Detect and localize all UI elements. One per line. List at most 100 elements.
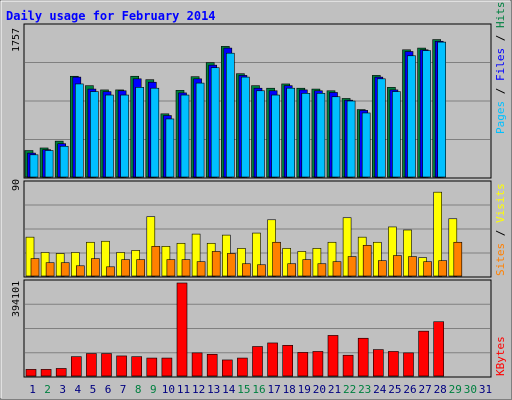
day-label: 11: [177, 383, 190, 396]
day-label: 15: [237, 383, 250, 396]
bar-visits: [342, 217, 352, 277]
day-label: 10: [162, 383, 175, 396]
day-label: 14: [222, 383, 236, 396]
bar-pages: [226, 52, 235, 178]
day-label: 8: [135, 383, 142, 396]
bars: [24, 39, 463, 377]
bar-visits: [191, 233, 201, 277]
legend-visits: Visits: [494, 183, 507, 223]
bar-pages: [165, 118, 175, 178]
bar-pages: [301, 93, 311, 178]
day-label: 23: [358, 383, 371, 396]
chart-title: Daily usage for February 2014: [6, 9, 216, 23]
day-label: 29: [449, 383, 462, 396]
bar-sites: [423, 261, 432, 277]
bar-pages: [422, 50, 431, 178]
bar-pages: [316, 93, 326, 178]
day-label: 13: [207, 383, 220, 396]
bar-sites: [227, 253, 236, 277]
bar-sites: [45, 262, 55, 277]
bar-kbytes: [267, 342, 278, 377]
bar-sites: [211, 251, 221, 277]
day-label: 20: [313, 383, 326, 396]
day-label: 25: [388, 383, 401, 396]
bar-kbytes: [116, 355, 127, 377]
day-labels: 1 2 3 4 5 6 7 8 9 10 11 12 13 14 15 16 17 18 19 20 21 22 23 24 2…: [29, 383, 492, 396]
bar-pages: [437, 41, 447, 178]
bar-pages: [256, 90, 265, 178]
kbytes-ymax-label: 394101: [11, 281, 22, 317]
bar-pages: [376, 78, 386, 178]
bar-sites: [106, 266, 115, 277]
bar-sites: [377, 260, 387, 277]
day-label: 18: [283, 383, 296, 396]
bar-pages: [120, 94, 129, 178]
bar-kbytes: [176, 282, 188, 377]
bar-pages: [150, 87, 160, 178]
bar-sites: [453, 241, 463, 277]
bar-visits: [252, 232, 261, 277]
bar-kbytes: [101, 353, 112, 377]
bar-kbytes: [206, 353, 218, 377]
bar-sites: [362, 245, 372, 277]
bar-sites: [408, 256, 417, 277]
hits-files-pages-legend: Pages / Files / Hits: [494, 2, 507, 135]
bar-sites: [196, 261, 206, 277]
bar-pages: [361, 112, 371, 178]
bar-sites: [347, 256, 357, 277]
bar-pages: [271, 94, 280, 178]
bar-visits: [25, 236, 35, 277]
bar-sites: [151, 246, 161, 277]
bar-kbytes: [40, 369, 52, 377]
bar-kbytes: [25, 369, 37, 377]
day-label: 5: [90, 383, 97, 396]
bar-kbytes: [372, 349, 384, 377]
bar-pages: [29, 154, 39, 178]
day-label: 7: [120, 383, 127, 396]
legend-sep-2: /: [494, 28, 507, 48]
bar-sites: [30, 258, 40, 277]
bar-pages: [180, 94, 190, 178]
legend-sep-3: /: [494, 223, 507, 243]
bar-kbytes: [222, 359, 233, 377]
bar-kbytes: [418, 330, 429, 377]
bar-pages: [346, 100, 356, 178]
legend-pages: Pages: [494, 101, 507, 134]
bar-sites: [302, 259, 312, 277]
bar-sites: [317, 263, 327, 277]
bar-sites: [332, 261, 342, 277]
day-label: 19: [298, 383, 311, 396]
bar-pages: [407, 55, 416, 178]
day-label: 17: [267, 383, 280, 396]
bar-visits: [327, 241, 337, 277]
bar-kbytes: [191, 352, 203, 377]
day-label: 1: [29, 383, 36, 396]
bar-pages: [241, 76, 250, 178]
bar-sites: [166, 259, 176, 277]
bar-sites: [393, 255, 402, 277]
bar-sites: [272, 241, 281, 277]
bar-kbytes: [131, 356, 142, 377]
day-label: 4: [74, 383, 81, 396]
hits-ymax-label: 1757: [11, 28, 22, 52]
day-label: 26: [403, 383, 416, 396]
bar-kbytes: [71, 356, 82, 377]
day-label: 16: [252, 383, 265, 396]
bar-sites: [181, 259, 191, 277]
bar-kbytes: [86, 353, 97, 377]
bar-kbytes: [161, 357, 173, 377]
bar-sites: [257, 264, 266, 277]
bar-kbytes: [282, 345, 294, 377]
day-label: 22: [343, 383, 356, 396]
bar-kbytes: [357, 337, 369, 377]
bar-pages: [44, 150, 54, 178]
legend-files: Files: [494, 48, 507, 81]
visits-sites-legend: Sites / Visits: [494, 183, 507, 276]
bar-kbytes: [342, 354, 354, 377]
day-label: 12: [192, 383, 205, 396]
bar-kbytes: [146, 357, 158, 377]
day-label: 27: [418, 383, 431, 396]
bar-visits: [388, 226, 397, 277]
legend-sep-1: /: [494, 81, 507, 101]
